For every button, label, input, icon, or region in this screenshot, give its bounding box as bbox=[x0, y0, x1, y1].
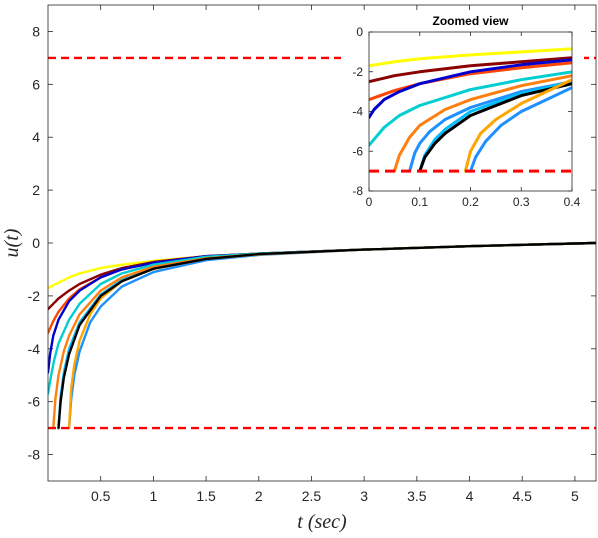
y-tick-label: 0 bbox=[32, 235, 40, 251]
y-axis-title: u(t) bbox=[1, 228, 23, 257]
series-line bbox=[463, 78, 572, 173]
x-tick-label: 0.4 bbox=[564, 195, 581, 209]
series-group bbox=[369, 47, 572, 173]
series-line bbox=[408, 80, 572, 173]
x-tick-label: 0.1 bbox=[411, 195, 428, 209]
series-line bbox=[418, 82, 572, 173]
series-line bbox=[369, 70, 572, 147]
x-tick-label: 2 bbox=[255, 488, 263, 504]
x-tick-label: 4.5 bbox=[512, 488, 532, 504]
x-tick-label: 0.3 bbox=[513, 195, 530, 209]
x-tick-label: 1 bbox=[149, 488, 157, 504]
y-tick-label: 0 bbox=[356, 25, 363, 39]
plot-frame bbox=[47, 4, 597, 482]
y-tick-label: -4 bbox=[28, 341, 41, 357]
series-line bbox=[369, 47, 572, 68]
x-tick-label: 2.5 bbox=[302, 488, 322, 504]
y-tick-label: 2 bbox=[32, 182, 40, 198]
y-tick-label: -2 bbox=[352, 65, 363, 79]
y-tick-label: 4 bbox=[32, 129, 40, 145]
y-tick-label: -2 bbox=[28, 288, 41, 304]
y-tick-label: -6 bbox=[28, 394, 41, 410]
x-tick-label: 0 bbox=[366, 195, 373, 209]
series-group bbox=[48, 56, 596, 430]
x-tick-label: 1.5 bbox=[196, 488, 216, 504]
y-tick-label: -8 bbox=[28, 447, 41, 463]
plot-frame bbox=[368, 31, 573, 192]
x-axis-title: t (sec) bbox=[297, 511, 347, 533]
y-tick-label: -8 bbox=[352, 184, 363, 198]
series-line bbox=[369, 58, 572, 119]
x-tick-label: 0.5 bbox=[91, 488, 111, 504]
series-line bbox=[57, 241, 596, 430]
x-tick-label: 5 bbox=[571, 488, 579, 504]
inset-title: Zoomed view bbox=[432, 14, 509, 28]
y-tick-label: 6 bbox=[32, 76, 40, 92]
series-line bbox=[369, 56, 572, 84]
x-tick-label: 0.2 bbox=[462, 195, 479, 209]
y-tick-label: 8 bbox=[32, 23, 40, 39]
x-tick-label: 3 bbox=[360, 488, 368, 504]
y-tick-label: -6 bbox=[352, 144, 363, 158]
y-tick-label: -4 bbox=[352, 105, 363, 119]
inset-plot: 0 0.1 0.2 0.3 0.4 -8 -6 -4 -2 0 Zoomed view bbox=[341, 12, 584, 213]
series-line bbox=[469, 86, 572, 173]
x-tick-label: 3.5 bbox=[407, 488, 427, 504]
x-tick-label: 4 bbox=[466, 488, 474, 504]
series-line bbox=[392, 74, 572, 173]
